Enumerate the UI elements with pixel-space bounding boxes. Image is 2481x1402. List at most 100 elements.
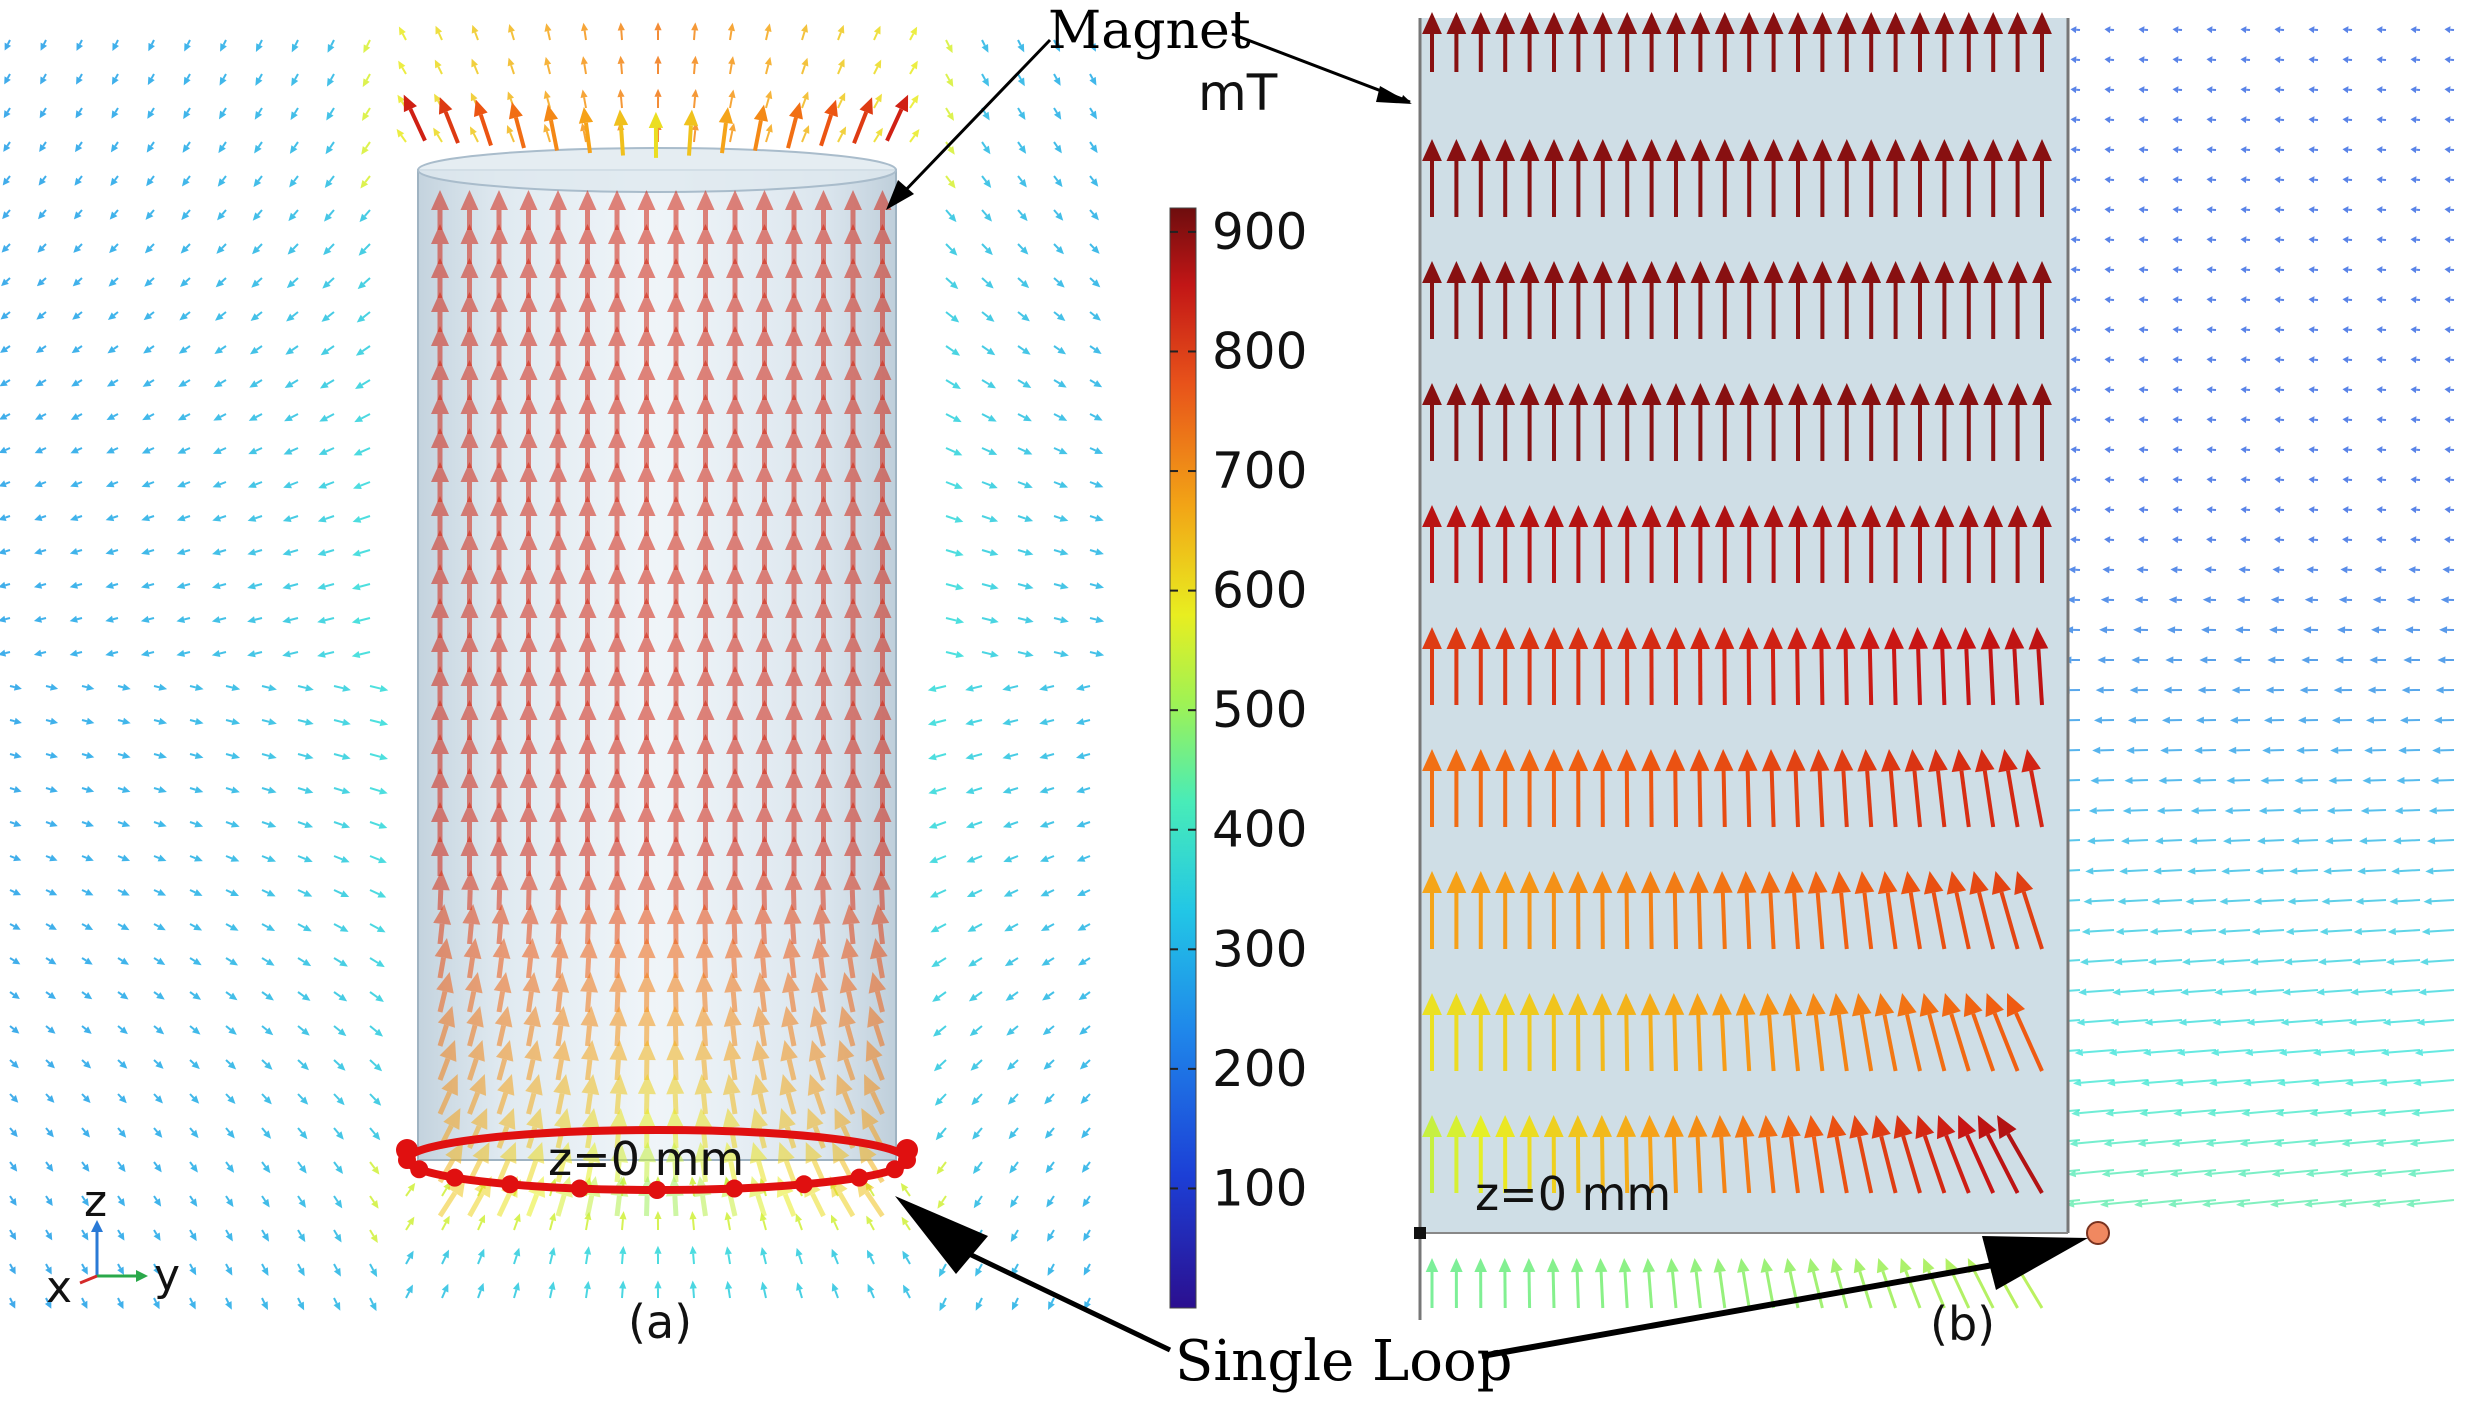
field-arrow [2262, 746, 2285, 754]
field-arrow [1812, 139, 1833, 217]
field-arrow [1592, 383, 1613, 461]
field-arrow [438, 97, 460, 144]
field-arrow [796, 1282, 804, 1299]
field-arrow [1422, 383, 1442, 461]
field-arrow [81, 991, 93, 1000]
field-arrow [467, 1074, 487, 1115]
field-arrow [2172, 506, 2183, 514]
field-arrow [2338, 596, 2353, 604]
field-arrow [1811, 627, 1832, 706]
field-arrow [2391, 867, 2421, 875]
field-arrow [218, 107, 227, 120]
field-arrow [2337, 626, 2353, 634]
field-arrow [333, 1093, 345, 1106]
field-arrow [1836, 261, 1857, 339]
field-arrow [931, 957, 947, 968]
field-arrow [2274, 326, 2285, 334]
field-arrow [282, 548, 299, 556]
field-arrow [1788, 505, 1808, 583]
field-arrow [2104, 206, 2115, 214]
field-arrow [2376, 266, 2387, 274]
field-arrow [9, 854, 22, 862]
field-arrow [2151, 897, 2183, 905]
field-arrow [217, 175, 227, 187]
field-arrow [2066, 596, 2081, 604]
field-arrow [45, 751, 59, 759]
field-arrow [1425, 1258, 1439, 1308]
field-arrow [297, 821, 314, 829]
field-arrow [1568, 627, 1589, 706]
field-arrow [945, 243, 958, 256]
field-arrow [909, 60, 918, 75]
field-arrow [1017, 650, 1034, 658]
field-arrow [1963, 993, 1996, 1072]
field-arrow [112, 39, 119, 52]
field-arrow [3, 141, 11, 152]
field-arrow [689, 1245, 697, 1265]
field-arrow [981, 650, 999, 658]
field-arrow [189, 752, 204, 760]
field-arrow [333, 923, 349, 932]
field-arrow [1495, 383, 1516, 461]
field-arrow [1422, 871, 1442, 949]
field-arrow [1053, 548, 1069, 556]
field-arrow [141, 514, 155, 522]
field-arrow [724, 972, 743, 1013]
field-arrow [45, 683, 59, 691]
field-arrow [1904, 749, 1925, 828]
field-arrow [225, 1297, 232, 1310]
field-arrow [75, 107, 83, 119]
field-arrow [1089, 514, 1104, 522]
field-arrow [981, 277, 994, 289]
field-arrow [1714, 627, 1735, 706]
field-arrow [471, 24, 479, 41]
field-arrow [965, 684, 983, 692]
field-arrow [972, 1127, 983, 1140]
field-arrow [2070, 176, 2081, 184]
field-arrow [2127, 716, 2149, 724]
field-arrow [369, 1093, 382, 1106]
field-arrow [2306, 566, 2319, 574]
field-arrow [654, 22, 662, 41]
field-arrow [2342, 116, 2353, 124]
field-arrow [212, 480, 227, 488]
field-arrow [760, 1281, 768, 1299]
field-arrow [250, 311, 263, 322]
field-arrow [2410, 176, 2421, 184]
field-arrow [1544, 139, 1564, 217]
field-arrow [2144, 1018, 2183, 1026]
field-arrow [1881, 749, 1901, 828]
field-arrow [1852, 993, 1874, 1072]
field-arrow [225, 1229, 233, 1242]
field-arrow [333, 1127, 344, 1140]
field-arrow [512, 1282, 520, 1299]
field-arrow [2393, 837, 2421, 845]
field-arrow [981, 141, 991, 155]
field-arrow [2342, 326, 2353, 334]
field-arrow [2032, 139, 2052, 217]
field-arrow [2158, 776, 2183, 785]
field-arrow [40, 73, 47, 85]
field-arrow [1089, 480, 1104, 488]
field-arrow [812, 904, 831, 945]
field-arrow [1736, 871, 1757, 950]
field-arrow [110, 141, 119, 153]
field-arrow [1713, 749, 1734, 828]
field-arrow [290, 107, 299, 121]
field-arrow [1946, 871, 1971, 950]
field-arrow [2435, 686, 2455, 694]
field-arrow [693, 1142, 712, 1183]
field-arrow [2371, 626, 2387, 634]
field-arrow [1592, 261, 1613, 339]
field-arrow [436, 972, 454, 1013]
field-arrow [153, 1161, 162, 1173]
field-arrow [2088, 807, 2115, 815]
field-arrow [2365, 716, 2387, 724]
field-arrow [1089, 345, 1102, 355]
field-arrow [189, 683, 204, 691]
field-arrow [721, 1142, 740, 1183]
field-arrow [2376, 86, 2387, 94]
field-arrow [689, 1280, 697, 1299]
field-arrow [352, 515, 371, 523]
field-arrow [2253, 897, 2285, 905]
